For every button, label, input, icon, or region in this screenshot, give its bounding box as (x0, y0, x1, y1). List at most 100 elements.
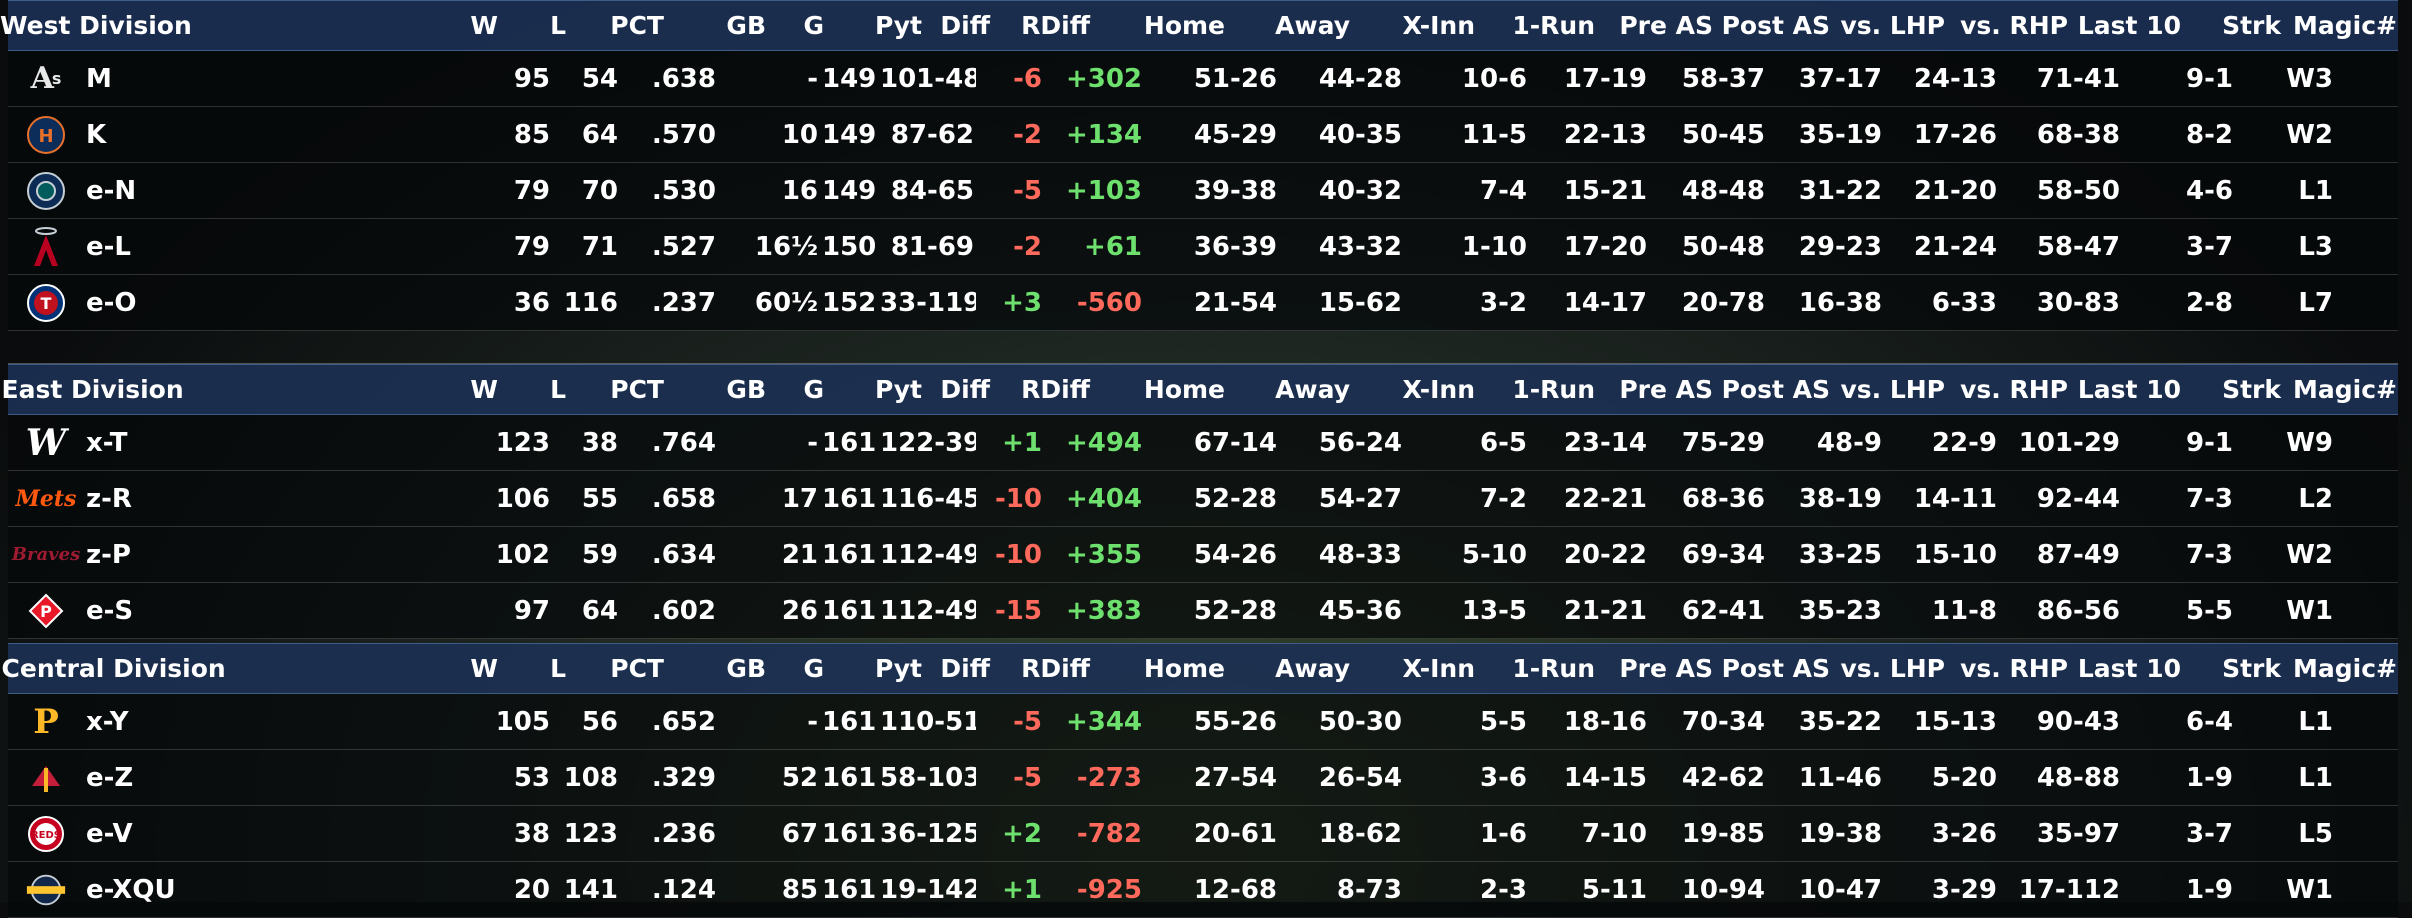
team-name[interactable]: z-R (86, 483, 132, 514)
col-rdiff-header[interactable]: RDiff (1021, 375, 1090, 404)
team-name[interactable]: e-S (86, 595, 134, 626)
col-last10-header[interactable]: Last 10 (2077, 375, 2181, 404)
table-row[interactable]: e-Z 53 108 .329 52 161 58-103 -5 -273 27-54 26-54 3… (8, 750, 2398, 806)
col-w-header[interactable]: W (470, 375, 498, 404)
col-home-header[interactable]: Home (1143, 11, 1225, 40)
col-vrhp-header[interactable]: vs. RHP (1960, 375, 2068, 404)
division-name[interactable]: AL West Division (0, 11, 192, 40)
table-row[interactable]: REDS e-V 38 123 .236 67 161 36-125 +2 -782 20-61 18… (8, 806, 2398, 862)
cell-home: 39-38 (1193, 175, 1277, 206)
col-onerun-header[interactable]: 1-Run (1512, 654, 1595, 683)
team-name[interactable]: M (86, 63, 112, 94)
col-pct-header[interactable]: PCT (610, 375, 664, 404)
col-postas-header[interactable]: Post AS (1721, 11, 1830, 40)
col-g-header[interactable]: G (803, 375, 824, 404)
col-pyt-header[interactable]: Pyt (874, 654, 922, 683)
col-preas-header[interactable]: Pre AS (1619, 11, 1713, 40)
col-rdiff-header[interactable]: RDiff (1021, 654, 1090, 683)
table-row[interactable]: H K 85 64 .570 10 149 87-62 -2 +134 45-29 40-35 11-5… (8, 107, 2398, 163)
col-vlhp-header[interactable]: vs. LHP (1840, 654, 1945, 683)
col-vrhp-header[interactable]: vs. RHP (1960, 11, 2068, 40)
team-name[interactable]: x-Y (86, 706, 129, 737)
col-xinn-header[interactable]: X-Inn (1402, 654, 1475, 683)
col-pct-header[interactable]: PCT (610, 654, 664, 683)
col-vlhp-header[interactable]: vs. LHP (1840, 11, 1945, 40)
col-l-header[interactable]: L (550, 654, 566, 683)
col-last10-header[interactable]: Last 10 (2077, 654, 2181, 683)
cell-rdiff: +355 (1065, 539, 1142, 570)
col-gb-header[interactable]: GB (726, 375, 766, 404)
cell-pyt: 19-142 (880, 874, 976, 905)
team-name[interactable]: K (86, 119, 107, 150)
col-vlhp-header[interactable]: vs. LHP (1840, 375, 1945, 404)
col-pyt-header[interactable]: Pyt (874, 11, 922, 40)
col-magic-header[interactable]: Magic# (2293, 11, 2397, 40)
cell-vlhp: 11-8 (1931, 595, 1997, 626)
col-preas-header[interactable]: Pre AS (1619, 654, 1713, 683)
team-name[interactable]: z-P (86, 539, 131, 570)
col-gb-header[interactable]: GB (726, 654, 766, 683)
team-name[interactable]: e-V (86, 818, 133, 849)
col-diff-header[interactable]: Diff (940, 375, 990, 404)
table-row[interactable]: e-N 79 70 .530 16 149 84-65 -5 +103 39-38 40-32 7-4… (8, 163, 2398, 219)
cell-vlhp: 6-33 (1931, 287, 1997, 318)
cell-rdiff: +383 (1065, 595, 1142, 626)
cell-preas: 62-41 (1681, 595, 1765, 626)
team-name[interactable]: e-Z (86, 762, 134, 793)
team-name[interactable]: e-L (86, 231, 131, 262)
col-pyt-header[interactable]: Pyt (874, 375, 922, 404)
col-w-header[interactable]: W (470, 654, 498, 683)
col-postas-header[interactable]: Post AS (1721, 654, 1830, 683)
col-w-header[interactable]: W (470, 11, 498, 40)
col-strk-header[interactable]: Strk (2222, 654, 2281, 683)
col-g-header[interactable]: G (803, 11, 824, 40)
col-home-header[interactable]: Home (1143, 654, 1225, 683)
cell-g: 161 (822, 483, 877, 514)
col-strk-header[interactable]: Strk (2222, 11, 2281, 40)
col-pct-header[interactable]: PCT (610, 11, 664, 40)
col-xinn-header[interactable]: X-Inn (1402, 375, 1475, 404)
table-row[interactable]: e-L 79 71 .527 16½ 150 81-69 -2 +61 36-39 43-32 1-1… (8, 219, 2398, 275)
team-name[interactable]: e-XQU (86, 874, 176, 905)
col-magic-header[interactable]: Magic# (2293, 654, 2397, 683)
table-row[interactable]: e-XQU 20 141 .124 85 161 19-142 +1 -925 12-68 8-73… (8, 862, 2398, 918)
col-diff-header[interactable]: Diff (940, 11, 990, 40)
col-preas-header[interactable]: Pre AS (1619, 375, 1713, 404)
cell-vrhp: 58-47 (2036, 231, 2120, 262)
col-onerun-header[interactable]: 1-Run (1512, 375, 1595, 404)
col-away-header[interactable]: Away (1275, 654, 1350, 683)
col-home-header[interactable]: Home (1143, 375, 1225, 404)
col-strk-header[interactable]: Strk (2222, 375, 2281, 404)
col-l-header[interactable]: L (550, 11, 566, 40)
team-name[interactable]: x-T (86, 427, 128, 458)
col-g-header[interactable]: G (803, 654, 824, 683)
division-name[interactable]: NL East Division (0, 375, 184, 404)
cell-pct: .638 (651, 63, 716, 94)
col-away-header[interactable]: Away (1275, 375, 1350, 404)
cell-diff: -2 (1013, 231, 1042, 262)
col-rdiff-header[interactable]: RDiff (1021, 11, 1090, 40)
col-postas-header[interactable]: Post AS (1721, 375, 1830, 404)
col-last10-header[interactable]: Last 10 (2077, 11, 2181, 40)
cell-preas: 19-85 (1681, 818, 1765, 849)
col-gb-header[interactable]: GB (726, 11, 766, 40)
col-away-header[interactable]: Away (1275, 11, 1350, 40)
col-magic-header[interactable]: Magic# (2293, 375, 2397, 404)
cell-last10: 6-4 (2186, 706, 2233, 737)
team-name[interactable]: e-O (86, 287, 137, 318)
col-xinn-header[interactable]: X-Inn (1402, 11, 1475, 40)
division-name[interactable]: NL Central Division (0, 654, 226, 683)
col-diff-header[interactable]: Diff (940, 654, 990, 683)
col-onerun-header[interactable]: 1-Run (1512, 11, 1595, 40)
team-name[interactable]: e-N (86, 175, 137, 206)
cell-gb: 52 (781, 762, 818, 793)
table-row[interactable]: Braves z-P 102 59 .634 21 161 112-49 -10 +355 54-2… (8, 527, 2398, 583)
col-l-header[interactable]: L (550, 375, 566, 404)
col-vrhp-header[interactable]: vs. RHP (1960, 654, 2068, 683)
table-row[interactable]: Mets z-R 106 55 .658 17 161 116-45 -10 +404 52-28 5… (8, 471, 2398, 527)
